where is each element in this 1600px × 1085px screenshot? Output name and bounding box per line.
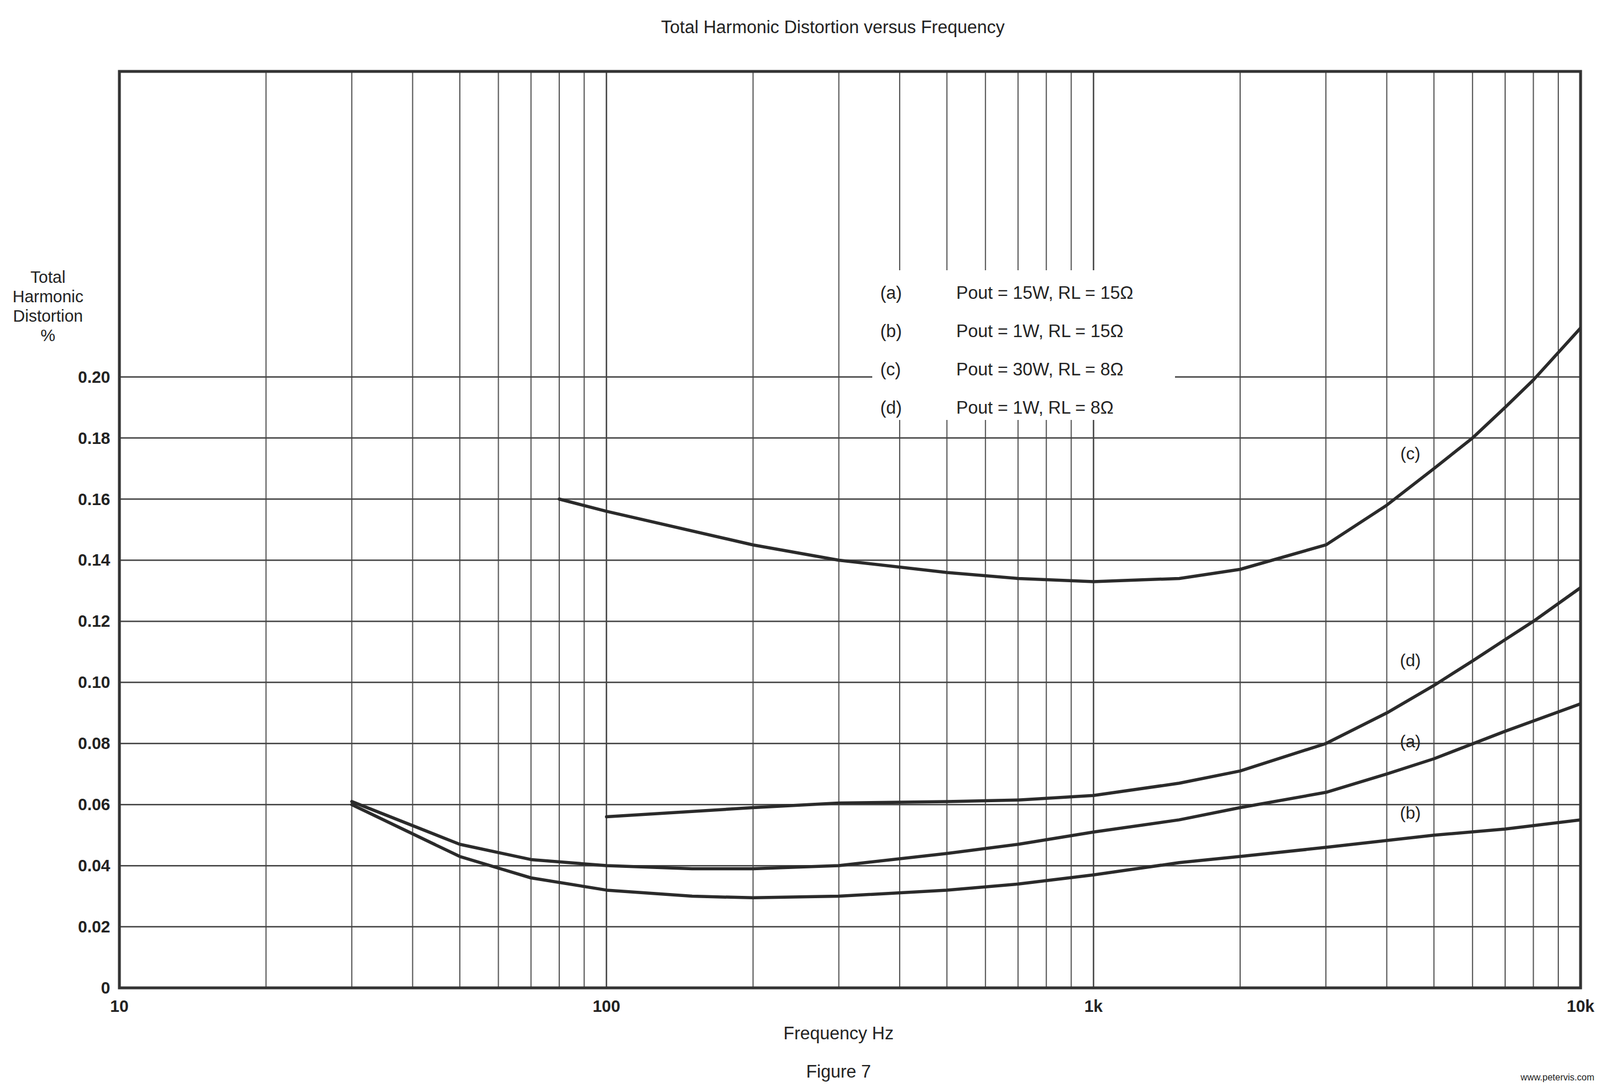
series-line	[351, 703, 1581, 869]
minor-grid-line	[946, 71, 948, 988]
minor-grid-line	[837, 71, 840, 988]
watermark: www.petervis.com	[1520, 1072, 1595, 1082]
legend-key: (b)	[880, 321, 902, 342]
legend-key: (a)	[880, 282, 902, 303]
legend-entry: Pout = 30W, RL = 8Ω	[956, 359, 1124, 380]
minor-grid-line	[558, 71, 560, 988]
legend-entry: Pout = 15W, RL = 15Ω	[956, 282, 1134, 303]
y-tick-label: 0.16	[78, 490, 111, 509]
minor-grid-line	[265, 71, 267, 988]
y-tick-label: 0.18	[78, 428, 111, 448]
minor-grid-line	[583, 71, 585, 988]
legend: (a) Pout = 15W, RL = 15Ω (b) Pout = 1W, RL …	[872, 270, 1176, 420]
y-tick-label: 0.08	[78, 734, 111, 753]
y-grid-line	[119, 620, 1581, 623]
curve-label: (b)	[1400, 803, 1422, 822]
curve-label: (d)	[1400, 650, 1422, 670]
y-tick-label: 0.12	[78, 611, 111, 631]
minor-grid-line	[1472, 71, 1474, 988]
caption: Figure 7	[805, 1061, 872, 1082]
legend-entry: Pout = 1W, RL = 8Ω	[956, 397, 1114, 418]
minor-grid-line	[351, 71, 353, 988]
x-tick-label: 1k	[1084, 996, 1104, 1016]
curve-label: (a)	[1400, 731, 1422, 751]
legend-key: (c)	[880, 359, 901, 380]
minor-grid-line	[1504, 71, 1506, 988]
y-grid-line	[119, 681, 1581, 684]
background	[0, 0, 1600, 1085]
y-tick-label: 0.20	[78, 367, 111, 387]
minor-grid-line	[1017, 71, 1019, 988]
minor-grid-line	[984, 71, 986, 988]
y-axis-label-line: %	[40, 326, 56, 345]
minor-grid-line	[1325, 71, 1327, 988]
minor-grid-line	[1070, 71, 1072, 988]
y-tick-label: 0	[101, 978, 111, 997]
minor-grid-line	[411, 71, 413, 988]
x-tick-label: 10	[110, 996, 129, 1016]
x-axis-label: Frequency Hz	[783, 1023, 894, 1044]
series-line	[606, 587, 1581, 817]
y-tick-label: 0.14	[78, 550, 111, 569]
y-tick-label: 0.10	[78, 672, 111, 692]
minor-grid-line	[1386, 71, 1388, 988]
minor-grid-line	[1239, 71, 1241, 988]
y-grid-line	[119, 436, 1581, 439]
chart: Total Harmonic Distortion versus Frequen…	[0, 0, 1600, 1085]
series-group	[351, 327, 1581, 898]
minor-grid-line	[530, 71, 532, 988]
minor-grid-line	[498, 71, 500, 988]
minor-grid-line	[1045, 71, 1048, 988]
plot-frame	[119, 71, 1581, 988]
series-line	[559, 327, 1581, 582]
x-grid-line	[605, 71, 608, 988]
y-axis-label-line: Distortion	[13, 306, 84, 326]
y-axis-label: TotalHarmonicDistortion%	[12, 267, 84, 345]
legend-entry: Pout = 1W, RL = 15Ω	[956, 321, 1124, 342]
x-tick-label: 100	[592, 996, 620, 1016]
grid	[119, 71, 1581, 988]
y-grid-line	[119, 498, 1581, 500]
title: Total Harmonic Distortion versus Frequen…	[660, 17, 1005, 38]
series-line	[351, 804, 1581, 898]
minor-grid-line	[899, 71, 901, 988]
minor-grid-line	[1557, 71, 1559, 988]
y-tick-label: 0.04	[78, 856, 111, 875]
y-grid-line	[119, 375, 1581, 378]
y-grid-line	[119, 925, 1581, 928]
legend-key: (d)	[880, 397, 902, 418]
y-axis-label-line: Harmonic	[12, 287, 84, 306]
x-grid-line	[1092, 71, 1095, 988]
legend-box	[872, 270, 1176, 420]
curve-label: (c)	[1400, 443, 1421, 463]
y-tick-label: 0.06	[78, 795, 111, 814]
minor-grid-line	[1532, 71, 1534, 988]
y-grid-line	[119, 742, 1581, 745]
minor-grid-line	[1433, 71, 1435, 988]
minor-grid-line	[459, 71, 461, 988]
y-tick-label: 0.02	[78, 917, 111, 936]
x-tick-label: 10k	[1566, 996, 1595, 1016]
minor-grid-line	[752, 71, 754, 988]
y-axis-label-line: Total	[30, 267, 66, 287]
